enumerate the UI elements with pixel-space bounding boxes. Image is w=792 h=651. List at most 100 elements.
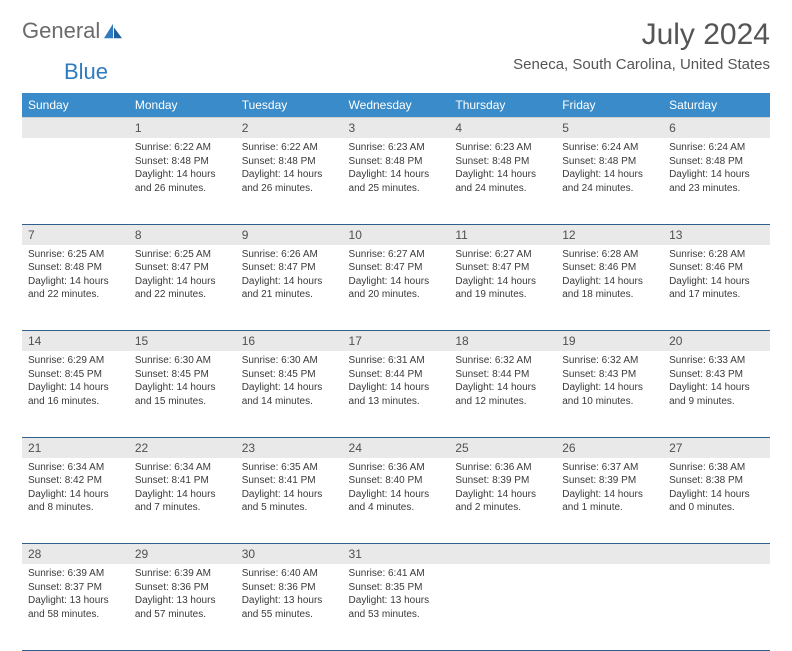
day-number-cell: 11 xyxy=(449,224,556,245)
daynum-row: 28293031 xyxy=(22,544,770,565)
sunrise-line: Sunrise: 6:37 AM xyxy=(562,461,657,475)
sunrise-line: Sunrise: 6:30 AM xyxy=(135,354,230,368)
sunrise-line: Sunrise: 6:28 AM xyxy=(669,248,764,262)
day-number-cell: 22 xyxy=(129,437,236,458)
daylight-line: Daylight: 13 hours and 53 minutes. xyxy=(349,594,444,621)
day-info-cell: Sunrise: 6:35 AMSunset: 8:41 PMDaylight:… xyxy=(236,458,343,544)
sunrise-line: Sunrise: 6:31 AM xyxy=(349,354,444,368)
day-number-cell: 28 xyxy=(22,544,129,565)
day-info-cell: Sunrise: 6:30 AMSunset: 8:45 PMDaylight:… xyxy=(236,351,343,437)
day-number-cell: 10 xyxy=(343,224,450,245)
day-number-cell: 15 xyxy=(129,331,236,352)
daynum-row: 21222324252627 xyxy=(22,437,770,458)
sunrise-line: Sunrise: 6:25 AM xyxy=(135,248,230,262)
daylight-line: Daylight: 14 hours and 18 minutes. xyxy=(562,275,657,302)
day-number-cell: 23 xyxy=(236,437,343,458)
sunset-line: Sunset: 8:45 PM xyxy=(28,368,123,382)
daylight-line: Daylight: 14 hours and 16 minutes. xyxy=(28,381,123,408)
day-info-cell: Sunrise: 6:24 AMSunset: 8:48 PMDaylight:… xyxy=(663,138,770,224)
col-friday: Friday xyxy=(556,93,663,118)
calendar-body: 123456Sunrise: 6:22 AMSunset: 8:48 PMDay… xyxy=(22,118,770,651)
daylight-line: Daylight: 14 hours and 19 minutes. xyxy=(455,275,550,302)
day-number-cell: 31 xyxy=(343,544,450,565)
calendar-table: Sunday Monday Tuesday Wednesday Thursday… xyxy=(22,93,770,651)
day-number-cell: 16 xyxy=(236,331,343,352)
sunset-line: Sunset: 8:48 PM xyxy=(28,261,123,275)
daylight-line: Daylight: 14 hours and 14 minutes. xyxy=(242,381,337,408)
sunset-line: Sunset: 8:37 PM xyxy=(28,581,123,595)
sunrise-line: Sunrise: 6:23 AM xyxy=(349,141,444,155)
daylight-line: Daylight: 14 hours and 5 minutes. xyxy=(242,488,337,515)
sunrise-line: Sunrise: 6:29 AM xyxy=(28,354,123,368)
sunrise-line: Sunrise: 6:32 AM xyxy=(562,354,657,368)
sunrise-line: Sunrise: 6:25 AM xyxy=(28,248,123,262)
sunrise-line: Sunrise: 6:26 AM xyxy=(242,248,337,262)
sunset-line: Sunset: 8:36 PM xyxy=(242,581,337,595)
sunrise-line: Sunrise: 6:22 AM xyxy=(242,141,337,155)
daylight-line: Daylight: 14 hours and 20 minutes. xyxy=(349,275,444,302)
sunset-line: Sunset: 8:43 PM xyxy=(562,368,657,382)
sunrise-line: Sunrise: 6:22 AM xyxy=(135,141,230,155)
day-number-cell: 9 xyxy=(236,224,343,245)
day-number-cell: 3 xyxy=(343,118,450,139)
day-info-cell: Sunrise: 6:40 AMSunset: 8:36 PMDaylight:… xyxy=(236,564,343,650)
sunset-line: Sunset: 8:41 PM xyxy=(242,474,337,488)
sunrise-line: Sunrise: 6:36 AM xyxy=(455,461,550,475)
daylight-line: Daylight: 14 hours and 0 minutes. xyxy=(669,488,764,515)
daynum-row: 123456 xyxy=(22,118,770,139)
day-info-cell: Sunrise: 6:33 AMSunset: 8:43 PMDaylight:… xyxy=(663,351,770,437)
day-info-cell: Sunrise: 6:32 AMSunset: 8:44 PMDaylight:… xyxy=(449,351,556,437)
day-info-cell: Sunrise: 6:26 AMSunset: 8:47 PMDaylight:… xyxy=(236,245,343,331)
daylight-line: Daylight: 14 hours and 10 minutes. xyxy=(562,381,657,408)
logo-sail-icon xyxy=(102,22,124,40)
sunset-line: Sunset: 8:46 PM xyxy=(562,261,657,275)
day-number-cell: 21 xyxy=(22,437,129,458)
day-info-cell: Sunrise: 6:28 AMSunset: 8:46 PMDaylight:… xyxy=(556,245,663,331)
day-info-cell: Sunrise: 6:25 AMSunset: 8:47 PMDaylight:… xyxy=(129,245,236,331)
day-number-cell: 29 xyxy=(129,544,236,565)
sunset-line: Sunset: 8:48 PM xyxy=(455,155,550,169)
title-block: July 2024 Seneca, South Carolina, United… xyxy=(513,18,770,73)
sunrise-line: Sunrise: 6:33 AM xyxy=(669,354,764,368)
day-info-cell xyxy=(663,564,770,650)
sunrise-line: Sunrise: 6:40 AM xyxy=(242,567,337,581)
sunrise-line: Sunrise: 6:24 AM xyxy=(669,141,764,155)
day-info-cell xyxy=(556,564,663,650)
day-info-cell: Sunrise: 6:29 AMSunset: 8:45 PMDaylight:… xyxy=(22,351,129,437)
day-number-cell: 1 xyxy=(129,118,236,139)
day-info-cell: Sunrise: 6:36 AMSunset: 8:40 PMDaylight:… xyxy=(343,458,450,544)
daylight-line: Daylight: 14 hours and 1 minute. xyxy=(562,488,657,515)
day-info-cell: Sunrise: 6:22 AMSunset: 8:48 PMDaylight:… xyxy=(236,138,343,224)
sunrise-line: Sunrise: 6:34 AM xyxy=(135,461,230,475)
daynum-row: 78910111213 xyxy=(22,224,770,245)
sunrise-line: Sunrise: 6:41 AM xyxy=(349,567,444,581)
day-number-cell: 4 xyxy=(449,118,556,139)
daylight-line: Daylight: 14 hours and 7 minutes. xyxy=(135,488,230,515)
daylight-line: Daylight: 13 hours and 58 minutes. xyxy=(28,594,123,621)
day-number-cell: 26 xyxy=(556,437,663,458)
day-info-cell: Sunrise: 6:23 AMSunset: 8:48 PMDaylight:… xyxy=(343,138,450,224)
location-text: Seneca, South Carolina, United States xyxy=(513,56,770,73)
day-info-cell: Sunrise: 6:24 AMSunset: 8:48 PMDaylight:… xyxy=(556,138,663,224)
logo-text-blue: Blue xyxy=(64,59,108,85)
day-number-cell: 13 xyxy=(663,224,770,245)
sunset-line: Sunset: 8:44 PM xyxy=(349,368,444,382)
day-info-cell: Sunrise: 6:36 AMSunset: 8:39 PMDaylight:… xyxy=(449,458,556,544)
daylight-line: Daylight: 14 hours and 8 minutes. xyxy=(28,488,123,515)
day-info-cell: Sunrise: 6:30 AMSunset: 8:45 PMDaylight:… xyxy=(129,351,236,437)
day-number-cell xyxy=(663,544,770,565)
col-sunday: Sunday xyxy=(22,93,129,118)
day-info-cell: Sunrise: 6:27 AMSunset: 8:47 PMDaylight:… xyxy=(449,245,556,331)
col-thursday: Thursday xyxy=(449,93,556,118)
day-number-cell: 19 xyxy=(556,331,663,352)
daylight-line: Daylight: 14 hours and 22 minutes. xyxy=(135,275,230,302)
day-number-cell: 30 xyxy=(236,544,343,565)
sunrise-line: Sunrise: 6:32 AM xyxy=(455,354,550,368)
day-info-cell: Sunrise: 6:41 AMSunset: 8:35 PMDaylight:… xyxy=(343,564,450,650)
info-row: Sunrise: 6:29 AMSunset: 8:45 PMDaylight:… xyxy=(22,351,770,437)
sunset-line: Sunset: 8:35 PM xyxy=(349,581,444,595)
sunset-line: Sunset: 8:48 PM xyxy=(562,155,657,169)
col-tuesday: Tuesday xyxy=(236,93,343,118)
day-number-cell xyxy=(556,544,663,565)
daylight-line: Daylight: 14 hours and 15 minutes. xyxy=(135,381,230,408)
